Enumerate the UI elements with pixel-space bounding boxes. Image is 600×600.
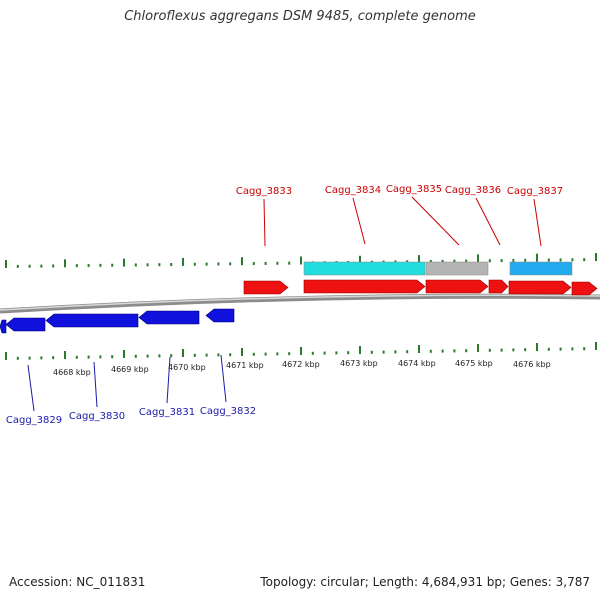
reverse-gene-labels: Cagg_3829 Cagg_3830 Cagg_3831 Cagg_3832 xyxy=(6,354,256,426)
forward-gene-arrow xyxy=(571,281,598,296)
kbp-tick-label: 4675 kbp xyxy=(455,359,493,368)
forward-gene-arrow xyxy=(425,279,489,294)
forward-gene-arrow xyxy=(488,279,509,294)
feature-bar-gray xyxy=(425,261,489,276)
forward-gene-track xyxy=(243,279,598,296)
gene-label-cagg-3835[interactable]: Cagg_3835 xyxy=(386,184,442,195)
kbp-tick-label: 4670 kbp xyxy=(168,363,206,372)
genome-title: Chloroflexus aggregans DSM 9485, complet… xyxy=(124,9,476,24)
gene-label-cagg-3831[interactable]: Cagg_3831 xyxy=(139,407,195,418)
genome-backbone xyxy=(0,293,600,314)
forward-gene-arrow xyxy=(303,279,426,294)
kbp-tick-label: 4674 kbp xyxy=(398,359,436,368)
accession-text: Accession: NC_011831 xyxy=(9,575,146,589)
kbp-tick-label: 4676 kbp xyxy=(513,360,551,369)
forward-gene-labels: Cagg_3833 Cagg_3834 Cagg_3835 Cagg_3836 Cagg… xyxy=(236,184,563,247)
kbp-tick-label: 4672 kbp xyxy=(282,360,320,369)
genome-backbone-highlight xyxy=(0,294,600,311)
tick-row-top xyxy=(5,253,597,268)
label-leader-line xyxy=(475,197,501,246)
gene-label-cagg-3829[interactable]: Cagg_3829 xyxy=(6,415,62,426)
feature-track xyxy=(303,261,573,276)
gene-label-cagg-3833[interactable]: Cagg_3833 xyxy=(236,186,292,197)
gene-label-cagg-3832[interactable]: Cagg_3832 xyxy=(200,406,256,417)
forward-gene-arrow xyxy=(243,280,289,295)
label-leader-line xyxy=(263,198,266,247)
kbp-tick-label: 4668 kbp xyxy=(53,368,91,377)
kbp-tick-label: 4669 kbp xyxy=(111,365,149,374)
reverse-gene-arrow xyxy=(138,310,200,325)
kbp-axis: 4668 kbp 4669 kbp 4670 kbp 4671 kbp 4672 kbp… xyxy=(53,359,551,377)
feature-bar-blue xyxy=(509,261,573,276)
tick-row-bottom xyxy=(5,342,597,360)
label-leader-line xyxy=(220,354,227,403)
label-leader-line xyxy=(27,364,35,412)
gene-label-cagg-3834[interactable]: Cagg_3834 xyxy=(325,185,381,196)
label-leader-line xyxy=(411,196,460,246)
gene-label-cagg-3837[interactable]: Cagg_3837 xyxy=(507,186,563,197)
label-leader-line xyxy=(533,198,542,247)
reverse-gene-arrow xyxy=(45,313,139,328)
reverse-gene-arrow xyxy=(5,317,46,332)
kbp-tick-label: 4673 kbp xyxy=(340,359,378,368)
gene-label-cagg-3830[interactable]: Cagg_3830 xyxy=(69,411,125,422)
reverse-gene-arrow xyxy=(205,308,235,323)
reverse-gene-arrow xyxy=(0,319,7,334)
genome-summary: Topology: circular; Length: 4,684,931 bp… xyxy=(260,575,590,589)
feature-bar-cyan xyxy=(303,261,426,276)
label-leader-line xyxy=(93,361,98,408)
gene-label-cagg-3836[interactable]: Cagg_3836 xyxy=(445,185,501,196)
kbp-tick-label: 4671 kbp xyxy=(226,361,264,370)
label-leader-line xyxy=(352,197,366,245)
reverse-gene-track xyxy=(0,308,235,334)
label-leader-line xyxy=(166,356,171,404)
forward-gene-arrow xyxy=(508,280,572,295)
